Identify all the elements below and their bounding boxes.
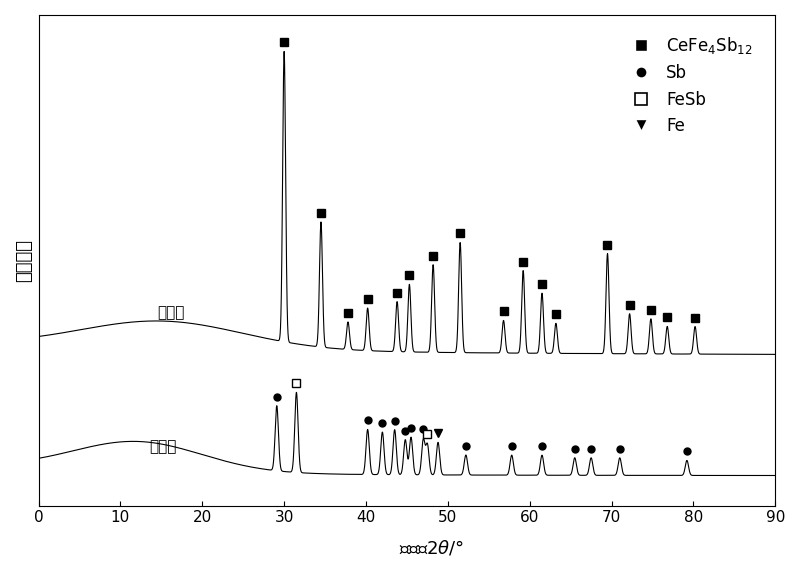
- Text: 烧结体: 烧结体: [158, 305, 185, 320]
- Y-axis label: 衍射强度: 衍射强度: [15, 239, 33, 282]
- Legend: CeFe$_4$Sb$_{12}$, Sb, FeSb, Fe: CeFe$_4$Sb$_{12}$, Sb, FeSb, Fe: [618, 28, 760, 141]
- Text: 带状物: 带状物: [149, 439, 177, 454]
- Text: 衍射角$2\mathit{\theta}$/°: 衍射角$2\mathit{\theta}$/°: [399, 538, 465, 557]
